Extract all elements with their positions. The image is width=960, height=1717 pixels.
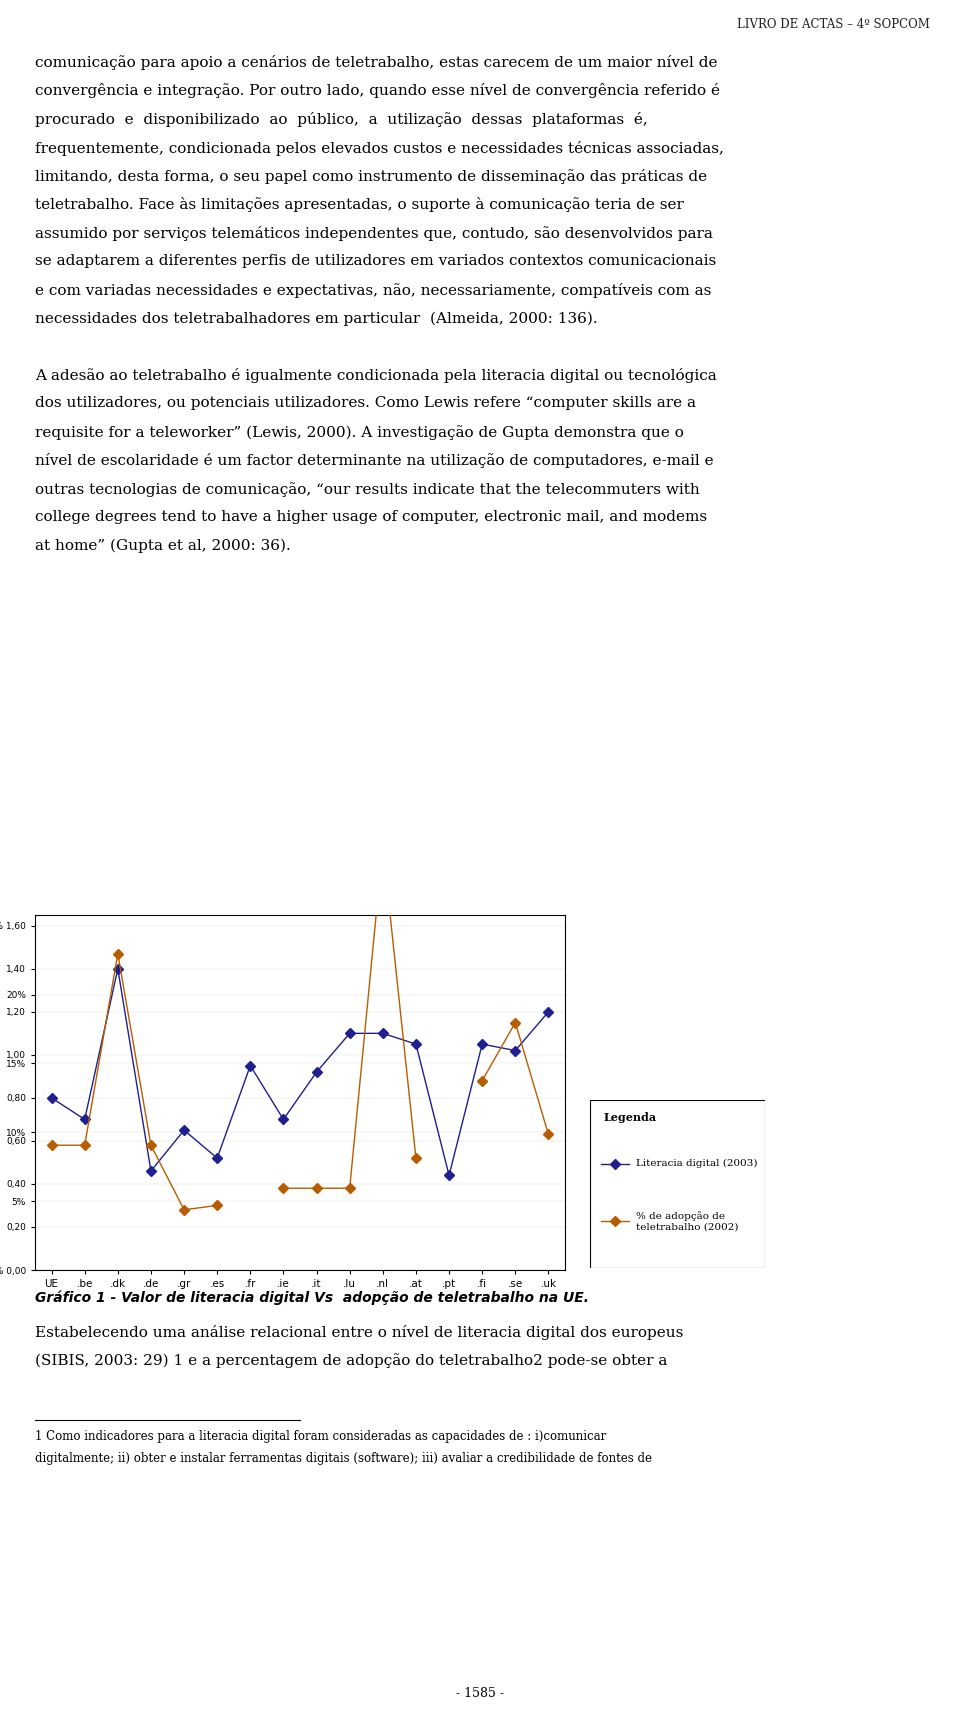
Text: A adesão ao teletrabalho é igualmente condicionada pela literacia digital ou tec: A adesão ao teletrabalho é igualmente co… [35,367,717,383]
Text: requisite for a teleworker” (Lewis, 2000). A investigação de Gupta demonstra que: requisite for a teleworker” (Lewis, 2000… [35,426,684,440]
Text: LIVRO DE ACTAS – 4º SOPCOM: LIVRO DE ACTAS – 4º SOPCOM [737,17,930,31]
Text: Literacia digital (2003): Literacia digital (2003) [636,1159,757,1168]
Text: e com variadas necessidades e expectativas, não, necessariamente, compatíveis co: e com variadas necessidades e expectativ… [35,283,711,299]
Text: - 1585 -: - 1585 - [456,1688,504,1700]
Text: outras tecnologias de comunicação, “our results indicate that the telecommuters : outras tecnologias de comunicação, “our … [35,482,700,496]
Text: convergência e integração. Por outro lado, quando esse nível de convergência ref: convergência e integração. Por outro lad… [35,84,720,98]
Text: college degrees tend to have a higher usage of computer, electronic mail, and mo: college degrees tend to have a higher us… [35,510,708,524]
Text: nível de escolaridade é um factor determinante na utilização de computadores, e-: nível de escolaridade é um factor determ… [35,453,713,469]
Text: assumido por serviços telemáticos independentes que, contudo, são desenvolvidos : assumido por serviços telemáticos indepe… [35,227,713,240]
Text: Gráfico 1 - Valor de literacia digital Vs  adopção de teletrabalho na UE.: Gráfico 1 - Valor de literacia digital V… [35,1289,589,1305]
Text: dos utilizadores, ou potenciais utilizadores. Como Lewis refere “computer skills: dos utilizadores, ou potenciais utilizad… [35,397,696,410]
Text: digitalmente; ii) obter e instalar ferramentas digitais (software); iii) avaliar: digitalmente; ii) obter e instalar ferra… [35,1453,652,1465]
Text: necessidades dos teletrabalhadores em particular  (Almeida, 2000: 136).: necessidades dos teletrabalhadores em pa… [35,311,598,326]
Text: procurado  e  disponibilizado  ao  público,  a  utilização  dessas  plataformas : procurado e disponibilizado ao público, … [35,112,648,127]
Text: comunicação para apoio a cenários de teletrabalho, estas carecem de um maior nív: comunicação para apoio a cenários de tel… [35,55,717,70]
Text: Legenda: Legenda [604,1113,658,1123]
Text: teletrabalho. Face às limitações apresentadas, o suporte à comunicação teria de : teletrabalho. Face às limitações apresen… [35,197,684,213]
Text: Estabelecendo uma análise relacional entre o nível de literacia digital dos euro: Estabelecendo uma análise relacional ent… [35,1326,684,1339]
Text: at home” (Gupta et al, 2000: 36).: at home” (Gupta et al, 2000: 36). [35,539,291,553]
Text: limitando, desta forma, o seu papel como instrumento de disseminação das prática: limitando, desta forma, o seu papel como… [35,168,708,184]
Text: frequentemente, condicionada pelos elevados custos e necessidades técnicas assoc: frequentemente, condicionada pelos eleva… [35,141,724,156]
Text: se adaptarem a diferentes perfis de utilizadores em variados contextos comunicac: se adaptarem a diferentes perfis de util… [35,254,716,268]
Text: 1 Como indicadores para a literacia digital foram consideradas as capacidades de: 1 Como indicadores para a literacia digi… [35,1430,607,1442]
Text: % de adopção de
teletrabalho (2002): % de adopção de teletrabalho (2002) [636,1210,738,1231]
Text: (SIBIS, 2003: 29) 1 e a percentagem de adopção do teletrabalho2 pode-se obter a: (SIBIS, 2003: 29) 1 e a percentagem de a… [35,1353,667,1368]
